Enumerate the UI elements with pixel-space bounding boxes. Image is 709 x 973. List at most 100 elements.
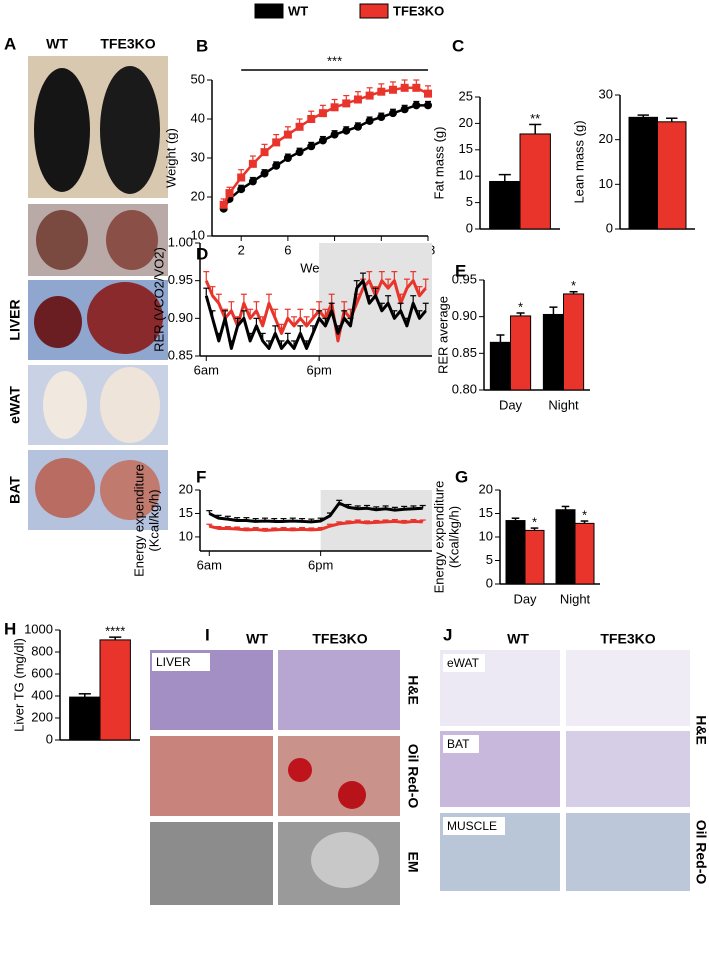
data-point bbox=[248, 159, 257, 168]
data-point bbox=[248, 177, 257, 186]
y-tick-label: 10 bbox=[459, 168, 473, 183]
legend-swatch bbox=[254, 3, 284, 19]
column-label: TFE3KO bbox=[312, 631, 367, 647]
data-line bbox=[222, 104, 428, 210]
y-axis-label: Fat mass (g) bbox=[431, 127, 446, 200]
column-label: WT bbox=[46, 36, 68, 52]
y-tick-label: 30 bbox=[191, 149, 205, 164]
y-tick-label: 20 bbox=[599, 131, 613, 146]
legend-swatch bbox=[359, 3, 389, 19]
bar bbox=[519, 133, 551, 230]
row-label: Oil Red-O bbox=[693, 820, 709, 885]
bar bbox=[524, 529, 545, 585]
data-point bbox=[330, 130, 339, 139]
data-point bbox=[388, 85, 397, 94]
photo bbox=[36, 210, 88, 270]
bar bbox=[563, 293, 585, 391]
bar bbox=[505, 520, 526, 585]
data-point bbox=[424, 101, 432, 110]
data-line bbox=[208, 519, 423, 532]
y-axis-label: (Kcal/kg/h) bbox=[146, 489, 161, 551]
bar bbox=[69, 696, 101, 741]
y-tick-label: 40 bbox=[191, 110, 205, 125]
y-tick-label: 50 bbox=[191, 71, 205, 86]
histology-image bbox=[338, 781, 366, 809]
y-tick-label: 25 bbox=[459, 88, 473, 103]
data-point bbox=[400, 105, 409, 114]
bar bbox=[489, 180, 521, 230]
bar bbox=[489, 341, 511, 391]
panel-letter: A bbox=[4, 34, 16, 53]
row-label: H&E bbox=[405, 675, 421, 705]
annotation: ** bbox=[530, 111, 540, 126]
data-point bbox=[353, 95, 362, 104]
y-tick-label: 0 bbox=[46, 731, 53, 746]
y-axis-label: RER average bbox=[435, 296, 450, 374]
inset-label: eWAT bbox=[447, 656, 480, 670]
data-point bbox=[318, 109, 327, 118]
data-point bbox=[424, 89, 432, 98]
inset-label: MUSCLE bbox=[447, 819, 497, 833]
data-point bbox=[283, 130, 292, 139]
histology-image bbox=[566, 813, 690, 891]
data-line bbox=[204, 279, 427, 350]
photo bbox=[100, 66, 160, 194]
histology-image bbox=[566, 650, 690, 726]
data-point bbox=[237, 185, 246, 194]
inset-label: BAT bbox=[447, 737, 470, 751]
row-label: EM bbox=[405, 852, 421, 873]
y-tick-label: 20 bbox=[179, 481, 193, 496]
x-tick-label: Day bbox=[513, 591, 537, 606]
y-axis-label: (Kcal/kg/h) bbox=[446, 506, 461, 568]
photo bbox=[87, 282, 163, 354]
y-tick-label: 0 bbox=[486, 575, 493, 590]
histology-image bbox=[288, 758, 312, 782]
data-point bbox=[219, 200, 228, 209]
bar bbox=[574, 522, 595, 585]
row-label: Oil Red-O bbox=[405, 744, 421, 809]
x-tick-label: 6 bbox=[284, 242, 291, 257]
legend-label: TFE3KO bbox=[393, 3, 444, 18]
y-tick-label: 15 bbox=[479, 505, 493, 520]
data-point bbox=[295, 148, 304, 157]
data-point bbox=[272, 161, 281, 170]
panel-letter: D bbox=[196, 244, 208, 263]
legend-label: WT bbox=[288, 3, 308, 18]
photo bbox=[34, 296, 82, 348]
data-point bbox=[342, 126, 351, 135]
panel-letter: H bbox=[4, 619, 16, 638]
data-point bbox=[377, 87, 386, 96]
y-tick-label: 0.80 bbox=[452, 381, 477, 396]
data-point bbox=[377, 113, 386, 122]
y-tick-label: 0.85 bbox=[452, 345, 477, 360]
row-label: BAT bbox=[7, 476, 23, 504]
panel-letter: I bbox=[205, 625, 210, 644]
y-axis-label: Liver TG (mg/dl) bbox=[11, 638, 26, 732]
histology-image bbox=[278, 650, 400, 730]
data-point bbox=[412, 101, 421, 110]
x-tick-label: 6pm bbox=[306, 362, 331, 377]
y-tick-label: 200 bbox=[31, 709, 53, 724]
x-tick-label: 6am bbox=[197, 557, 222, 572]
histology-image bbox=[566, 731, 690, 807]
data-point bbox=[330, 103, 339, 112]
annotation: **** bbox=[105, 624, 125, 639]
photo bbox=[35, 458, 95, 518]
histology-image bbox=[150, 822, 273, 905]
data-line bbox=[204, 279, 427, 343]
row-label: LIVER bbox=[7, 299, 23, 340]
y-tick-label: 0 bbox=[606, 220, 613, 235]
y-tick-label: 0.90 bbox=[452, 308, 477, 323]
data-point bbox=[318, 136, 327, 145]
y-tick-label: 800 bbox=[31, 643, 53, 658]
y-tick-label: 0.95 bbox=[452, 271, 477, 286]
histology-image bbox=[311, 832, 379, 888]
y-axis-label: Weight (g) bbox=[163, 128, 178, 188]
panel-letter: B bbox=[196, 36, 208, 55]
inset-box bbox=[443, 735, 479, 753]
row-label: H&E bbox=[693, 715, 709, 745]
y-tick-label: 5 bbox=[466, 194, 473, 209]
photo bbox=[106, 210, 158, 270]
data-point bbox=[412, 83, 421, 92]
panel-letter: J bbox=[443, 625, 452, 644]
